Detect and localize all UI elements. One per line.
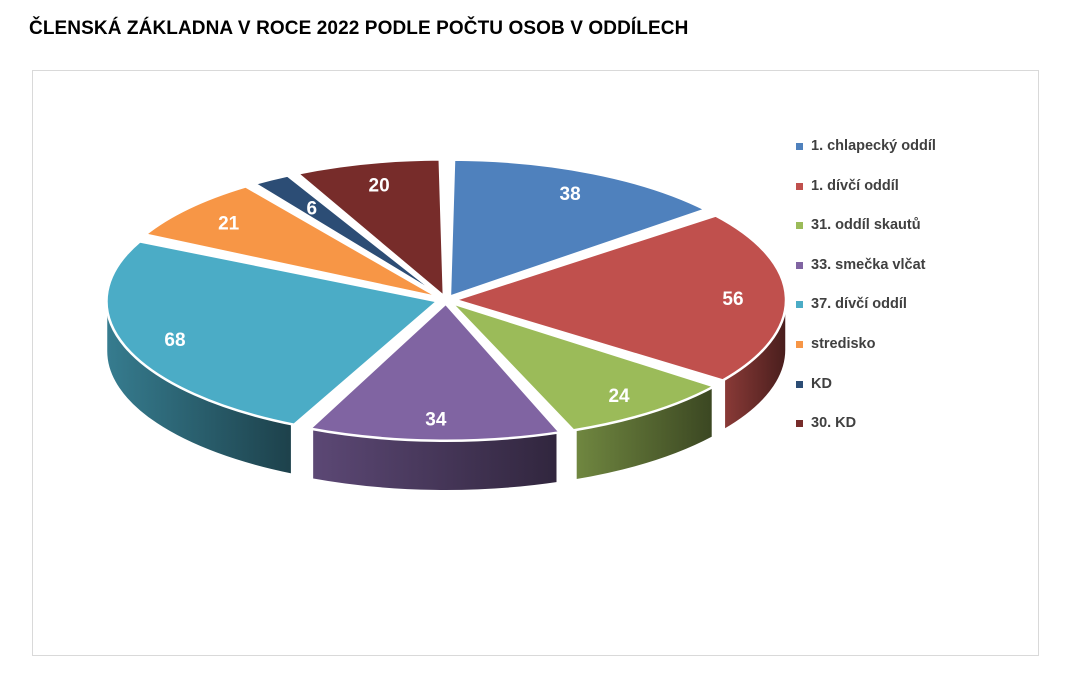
legend-item: 33. smečka vlčat	[796, 255, 936, 295]
legend-swatch	[796, 222, 803, 230]
legend-label: 1. chlapecký oddíl	[811, 138, 936, 154]
legend-label: stredisko	[811, 335, 876, 352]
pie-slice-1	[448, 158, 707, 298]
legend-swatch	[796, 301, 803, 309]
pie-slice-8	[296, 158, 446, 298]
legend-label: 1. dívčí oddíl	[811, 177, 899, 194]
data-label-2: 56	[722, 289, 743, 310]
data-label-5: 68	[164, 330, 185, 351]
data-label-4: 34	[425, 410, 447, 431]
data-label-3: 24	[608, 386, 630, 407]
legend-label: 30. KD	[811, 415, 857, 432]
legend-label: 33. smečka vlčat	[811, 256, 926, 273]
data-label-7: 6	[306, 199, 317, 220]
pie-slice-3	[450, 301, 716, 432]
legend-label: KD	[811, 375, 832, 392]
pie-slice-6	[143, 185, 441, 299]
data-label-8: 20	[369, 175, 390, 196]
legend-item: stredisko	[796, 334, 936, 374]
data-label-1: 38	[560, 184, 581, 205]
legend-swatch	[796, 261, 803, 269]
legend-item: 1. chlapecký oddíl	[796, 136, 936, 176]
pie-slice-7	[253, 174, 443, 299]
legend-label: 31. oddíl skautů	[811, 217, 921, 234]
legend-label: 37. dívčí oddíl	[811, 296, 907, 313]
legend-item: 31. oddíl skautů	[796, 215, 936, 255]
chart-legend: 1. chlapecký oddíl 1. dívčí oddíl 31. oddí…	[796, 136, 936, 453]
chart-title: ČLENSKÁ ZÁKLADNA V ROCE 2022 PODLE POČTU…	[29, 18, 689, 39]
legend-item: 1. dívčí oddíl	[796, 176, 936, 216]
legend-swatch	[796, 420, 803, 428]
legend-swatch	[796, 340, 803, 348]
data-label-6: 21	[218, 213, 240, 234]
legend-item: 30. KD	[796, 413, 936, 453]
legend-swatch	[796, 380, 803, 388]
pie-slice-2	[453, 214, 788, 382]
pie-slice-5	[105, 240, 439, 426]
legend-item: KD	[796, 374, 936, 414]
legend-swatch	[796, 143, 803, 150]
pie-slice-4	[308, 302, 562, 442]
legend-swatch	[796, 182, 803, 190]
legend-item: 37. dívčí oddíl	[796, 294, 936, 334]
